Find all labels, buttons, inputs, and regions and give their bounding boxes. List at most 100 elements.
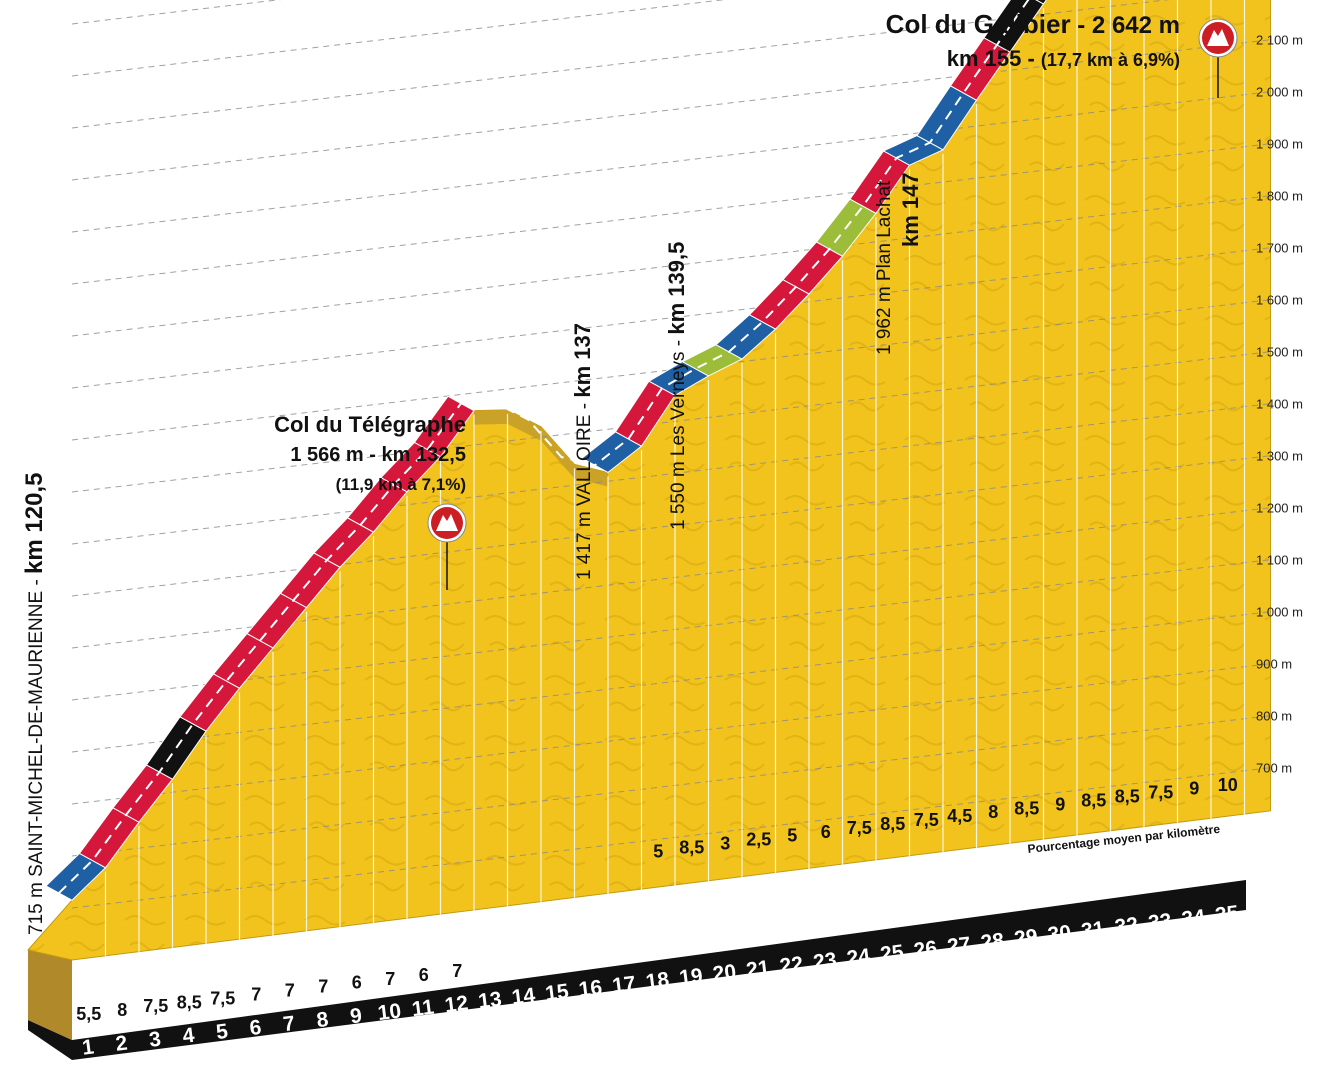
km-tick-label: 24: [845, 945, 871, 971]
altitude-gridline: [71, 143, 1271, 285]
mountain-summit-icon: [427, 503, 467, 543]
road-segment-black: [1035, 0, 1047, 5]
telegraphe-stats: (11,9 km à 7,1%): [336, 475, 466, 494]
km-tick-label: 20: [711, 960, 737, 986]
gradient-label: 6: [352, 973, 362, 993]
gradient-label: 9: [1055, 794, 1065, 814]
km-tick-label: 6: [248, 1016, 262, 1040]
km-tick-label: 34: [1180, 905, 1206, 931]
altitude-tick-label: 1 400 m: [1256, 397, 1303, 412]
altitude-gridline: [71, 39, 1271, 181]
km-tick-label: 27: [946, 933, 972, 959]
km-tick-label: 17: [611, 972, 637, 998]
km-tick-label: 31: [1080, 917, 1106, 943]
km-tick-label: 8: [315, 1008, 330, 1032]
waypoint-plan-lachat-km: km 147: [898, 172, 923, 247]
altitude-gridline: [71, 247, 1271, 389]
km-tick-label: 29: [1013, 925, 1039, 951]
gradient-label: 7: [385, 969, 395, 989]
gradient-label: 7,5: [847, 818, 872, 838]
profile-base-front: [28, 950, 72, 1040]
galibier-summit: Col du Galibier - 2 642 m km 155 - (17,7…: [886, 9, 1238, 98]
km-tick-label: 19: [678, 964, 704, 990]
gradient-label: 7,5: [210, 988, 235, 1008]
km-axis-labels: 1 2 3 4 5 6 7 8 9 10 11 12 13 14 15 16 17 18 19 20 21 22 23 24 2…: [81, 901, 1241, 1059]
gradient-label: 8,5: [177, 992, 202, 1012]
gradient-label: 9: [1189, 779, 1199, 799]
altitude-gridline: [71, 403, 1271, 545]
gradient-label: 8,5: [1014, 798, 1039, 818]
gradient-label: 2,5: [746, 830, 771, 850]
altitude-gridline: [71, 351, 1271, 493]
galibier-title: Col du Galibier - 2 642 m: [886, 9, 1180, 39]
gradient-label: 8,5: [1115, 787, 1140, 807]
mountain-summit-icon: [1198, 18, 1238, 58]
altitude-tick-label: 1 200 m: [1256, 501, 1303, 516]
altitude-tick-label: 1 100 m: [1256, 553, 1303, 568]
altitude-gridlines: [71, 0, 1271, 909]
gradient-label: 7: [452, 961, 462, 981]
km-tick-label: 13: [477, 988, 503, 1014]
km-tick-label: 3: [148, 1028, 162, 1052]
km-tick-label: 28: [979, 929, 1005, 955]
km-tick-label: 32: [1113, 913, 1139, 939]
altitude-tick-label: 700 m: [1256, 761, 1292, 776]
gradient-label: 4,5: [947, 806, 972, 826]
km-tick-label: 23: [812, 949, 838, 975]
gradient-label: 7,5: [914, 810, 939, 830]
altitude-gridline: [71, 0, 726, 77]
gradient-label: 8,5: [679, 837, 704, 857]
km-tick-label: 7: [282, 1012, 296, 1036]
profile-base-slab: [28, 880, 1246, 1060]
km-tick-label: 4: [181, 1024, 196, 1048]
altitude-tick-label: 2 100 m: [1256, 33, 1303, 48]
telegraphe-name: Col du Télégraphe: [274, 412, 466, 437]
gradient-label: 7,5: [1148, 783, 1173, 803]
gradient-labels: 5,5 8 7,5 8,5 7,5 7 7 7 6 7 6 7 5 8,5 3 2,5 5 6 7,5 8,5 7,5 4…: [76, 775, 1238, 1024]
gradient-label: 7: [251, 984, 261, 1004]
gradient-label: 8,5: [1081, 790, 1106, 810]
altitude-gridline: [71, 715, 1271, 857]
altitude-tick-label: 1 600 m: [1256, 293, 1303, 308]
gradient-label: 7: [318, 977, 328, 997]
km-tick-label: 9: [349, 1004, 363, 1028]
km-tick-label: 15: [544, 980, 570, 1006]
waypoint-les-verneys: 1 550 m Les Verneys - km 139,5: [664, 242, 689, 530]
telegraphe-summit: Col du Télégraphe 1 566 m - km 132,5 (11…: [274, 412, 467, 590]
altitude-gridline: [71, 91, 1271, 233]
altitude-tick-label: 1 900 m: [1256, 137, 1303, 152]
km-tick-label: 12: [443, 992, 469, 1018]
gradient-label: 7,5: [143, 996, 168, 1016]
road-centerline: [58, 0, 1030, 894]
altitude-gridline: [71, 559, 1271, 701]
km-tick-label: 18: [644, 968, 670, 994]
km-tick-label: 21: [745, 956, 771, 982]
gradient-label: 8,5: [880, 814, 905, 834]
altitude-gridline: [71, 611, 1271, 753]
waypoint-valloire: 1 417 m VALLOIRE - km 137: [570, 323, 595, 580]
km-tick-label: 10: [376, 999, 402, 1025]
km-tick-label: 30: [1046, 921, 1072, 947]
altitude-gridline: [71, 0, 1170, 129]
km-tick-label: 25: [879, 941, 905, 967]
altitude-gridline: [71, 0, 282, 25]
km-tick-label: 33: [1147, 909, 1173, 935]
gradient-label: 6: [821, 822, 831, 842]
km-lines: [104, 0, 1246, 957]
altitude-tick-label: 900 m: [1256, 657, 1292, 672]
altitude-gridline: [71, 767, 1271, 909]
km-tick-label: 35: [1214, 901, 1240, 927]
telegraphe-alt-km: 1 566 m - km 132,5: [290, 444, 466, 466]
altitude-tick-label: 2 000 m: [1256, 85, 1303, 100]
altitude-tick-label: 1 700 m: [1256, 241, 1303, 256]
km-tick-label: 16: [577, 976, 603, 1002]
altitude-axis-labels: 700 m 800 m 900 m 1 000 m 1 100 m 1 200 m 1 30…: [1256, 33, 1303, 776]
altitude-gridline: [71, 299, 1271, 441]
gradient-label: 5: [787, 826, 797, 846]
altitude-gridline: [71, 195, 1271, 337]
km-tick-label: 14: [510, 984, 536, 1010]
altitude-tick-label: 1 000 m: [1256, 605, 1303, 620]
profile-terrain: [27, 0, 1271, 961]
altitude-tick-label: 800 m: [1256, 709, 1292, 724]
